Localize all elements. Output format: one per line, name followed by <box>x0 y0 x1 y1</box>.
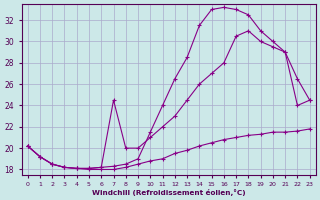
X-axis label: Windchill (Refroidissement éolien,°C): Windchill (Refroidissement éolien,°C) <box>92 189 245 196</box>
